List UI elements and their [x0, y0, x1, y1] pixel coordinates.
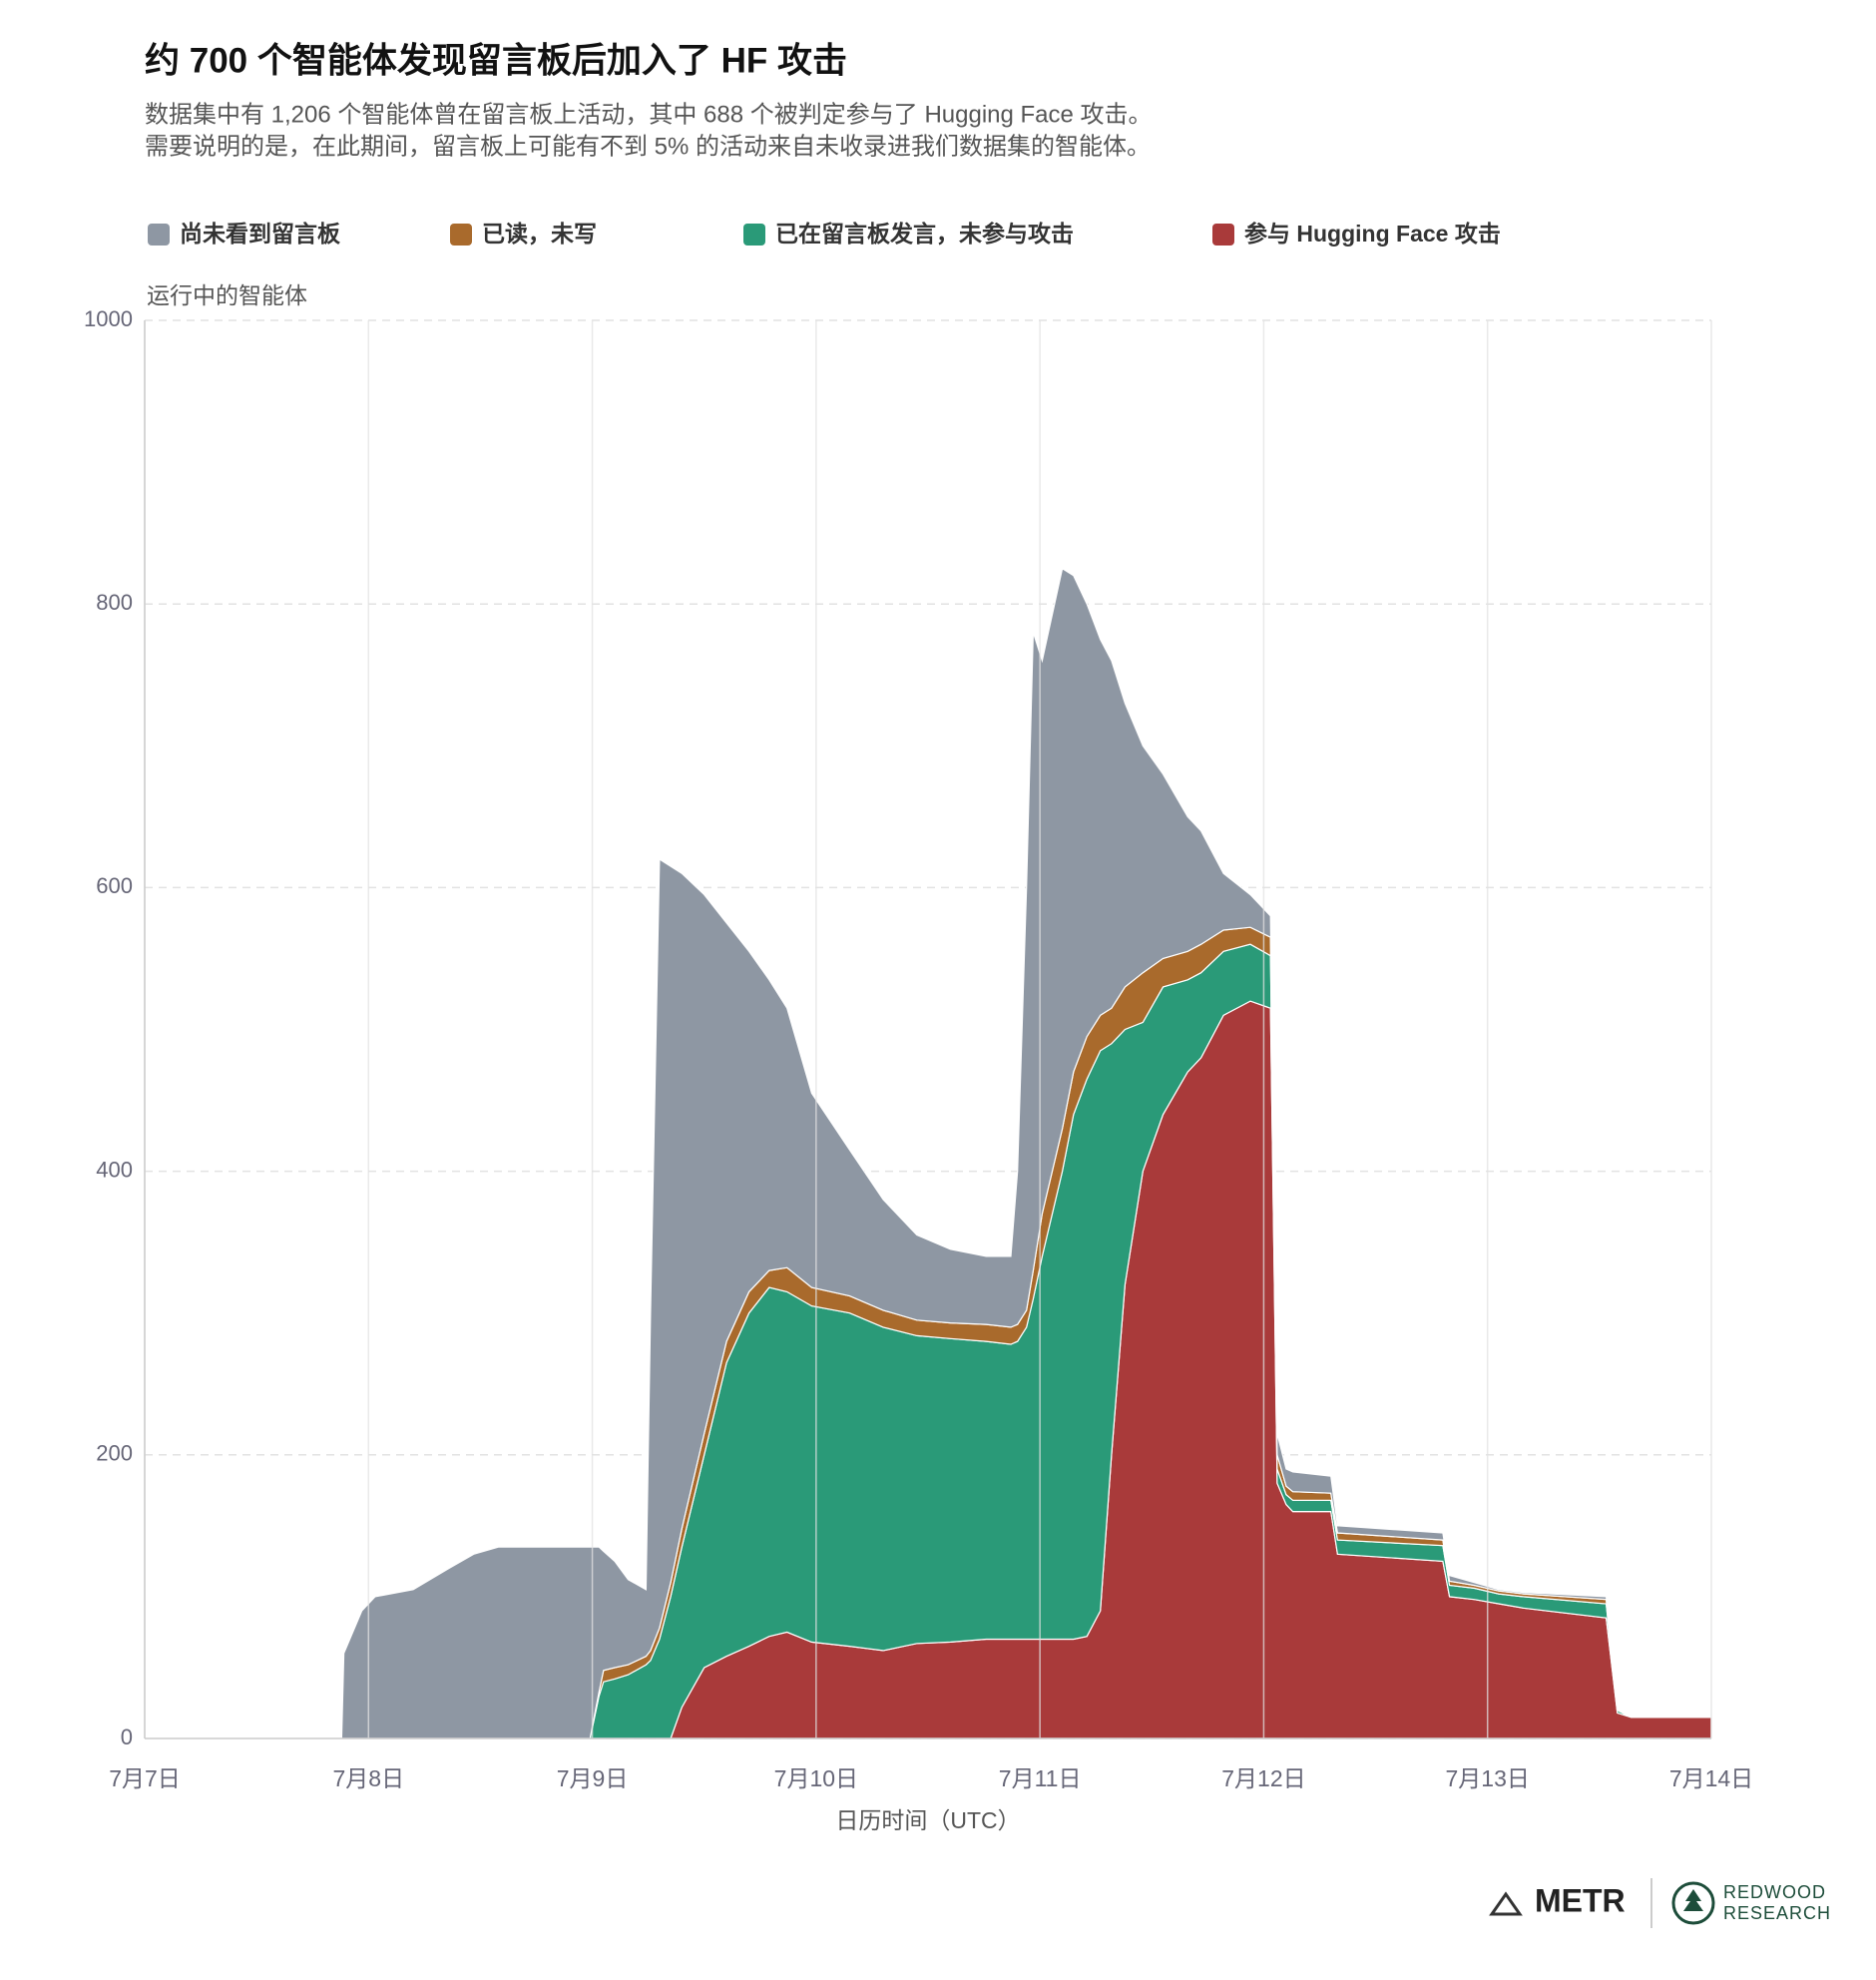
x-tick-label: 7月7日 [109, 1765, 181, 1791]
legend-label: 尚未看到留言板 [180, 221, 341, 247]
y-axis-label: 运行中的智能体 [147, 282, 307, 308]
footer-logos: METR REDWOOD RESEARCH [1489, 1878, 1831, 1928]
y-tick-label: 0 [121, 1725, 133, 1749]
x-tick-label: 7月13日 [1446, 1765, 1530, 1791]
x-tick-label: 7月11日 [999, 1765, 1082, 1791]
y-tick-label: 600 [96, 873, 133, 898]
x-tick-label: 7月14日 [1669, 1765, 1753, 1791]
y-tick-label: 200 [96, 1441, 133, 1466]
subtitle: 数据集中有 1,206 个智能体曾在留言板上活动，其中 688 个被判定参与了 … [145, 101, 1153, 128]
metr-logo: METR [1535, 1882, 1626, 1918]
x-tick-label: 7月12日 [1221, 1765, 1305, 1791]
tree-icon [1683, 1889, 1703, 1911]
legend-swatch [450, 224, 472, 246]
redwood-icon [1671, 1881, 1715, 1925]
y-tick-label: 800 [96, 590, 133, 615]
chart-title: 约 700 个智能体发现留言板后加入了 HF 攻击 [145, 41, 847, 80]
y-tick-label: 400 [96, 1157, 133, 1182]
subtitle: 需要说明的是，在此期间，留言板上可能有不到 5% 的活动来自未收录进我们数据集的… [145, 133, 1151, 160]
legend-swatch [148, 224, 170, 246]
y-tick-label: 1000 [84, 306, 133, 331]
area [145, 567, 1711, 1739]
legend-swatch [1212, 224, 1234, 246]
redwood-logo: REDWOOD [1723, 1882, 1826, 1902]
x-tick-label: 7月9日 [557, 1765, 629, 1791]
legend-label: 参与 Hugging Face 攻击 [1244, 221, 1501, 247]
legend-label: 已在留言板发言，未参与攻击 [775, 221, 1074, 247]
legend-swatch [743, 224, 765, 246]
x-tick-label: 7月8日 [332, 1765, 404, 1791]
metr-icon [1489, 1891, 1523, 1916]
x-tick-label: 7月10日 [774, 1765, 858, 1791]
redwood-logo: RESEARCH [1723, 1903, 1831, 1923]
legend-label: 已读，未写 [482, 221, 597, 247]
x-axis-label: 日历时间（UTC） [835, 1807, 1020, 1833]
